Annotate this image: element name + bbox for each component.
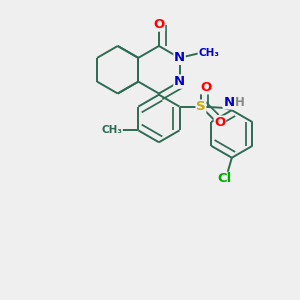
- Text: N: N: [174, 75, 185, 88]
- Text: O: O: [201, 81, 212, 94]
- Text: CH₃: CH₃: [101, 125, 122, 135]
- Text: H: H: [235, 96, 244, 109]
- Text: S: S: [196, 100, 206, 113]
- Text: O: O: [153, 18, 164, 31]
- Text: Cl: Cl: [217, 172, 231, 185]
- Text: O: O: [214, 116, 226, 129]
- Text: N: N: [223, 96, 234, 109]
- Text: N: N: [174, 51, 185, 64]
- Text: CH₃: CH₃: [198, 48, 219, 58]
